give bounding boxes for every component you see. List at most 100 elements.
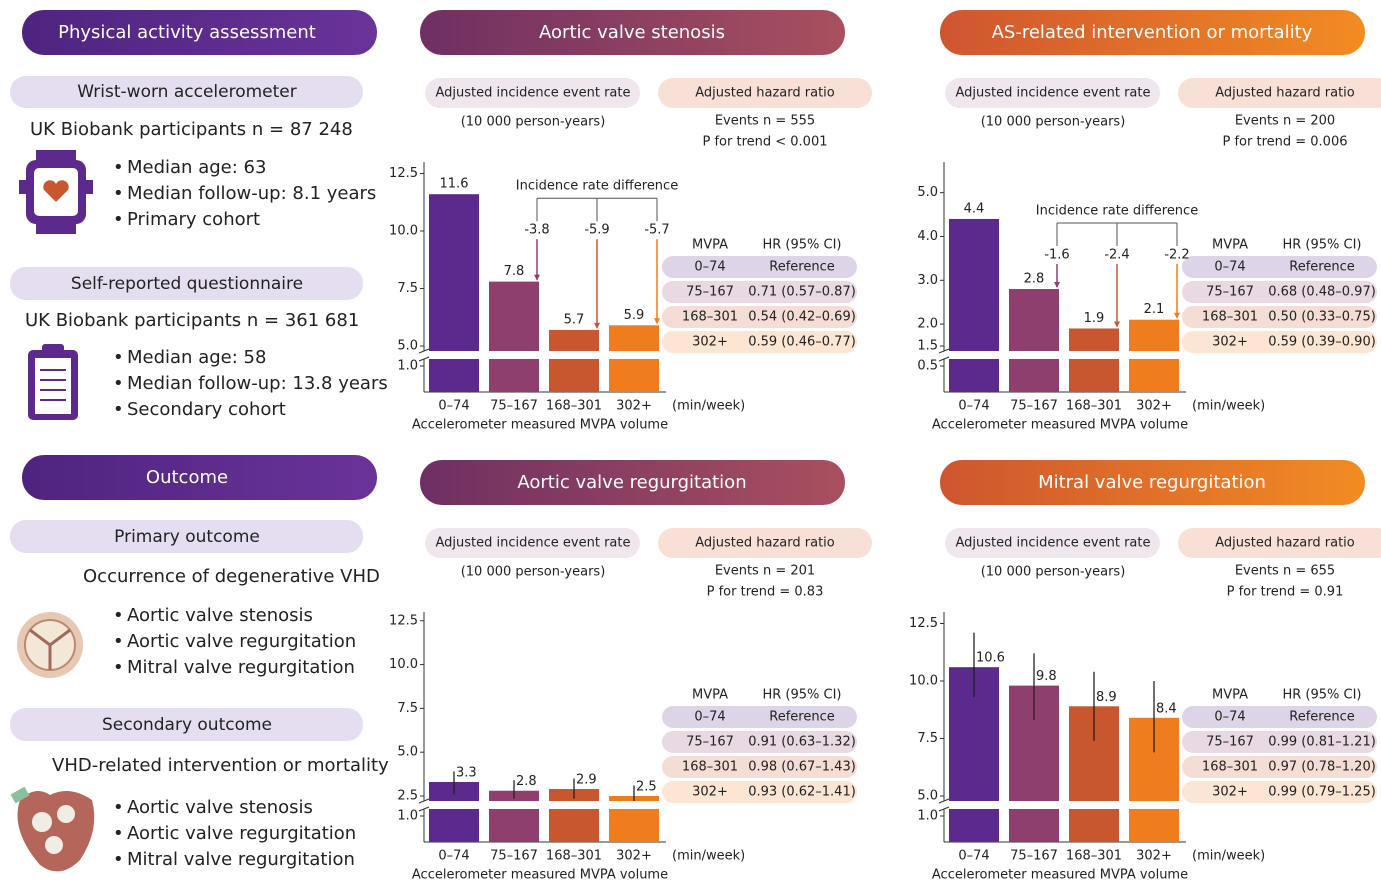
y-tick-label: 4.0 bbox=[917, 229, 938, 244]
events: Events n = 200 bbox=[1235, 114, 1335, 129]
table-header: MVPA bbox=[692, 688, 728, 703]
arrow-head bbox=[1114, 321, 1120, 328]
bullet-text: Mitral valve regurgitation bbox=[127, 657, 355, 678]
pill bbox=[10, 708, 363, 741]
rate-units: (10 000 person-years) bbox=[461, 565, 606, 580]
banner bbox=[420, 10, 845, 55]
subtitle: VHD-related intervention or mortality bbox=[52, 755, 389, 776]
arrow-head bbox=[1174, 312, 1180, 319]
table-cell: 75–167 bbox=[686, 735, 734, 750]
table-cell: 302+ bbox=[1212, 785, 1248, 800]
y-tick-label: 10.0 bbox=[389, 657, 418, 672]
bullet-text: Median follow-up: 13.8 years bbox=[127, 373, 388, 394]
x-unit: (min/week) bbox=[1192, 399, 1265, 414]
table-row bbox=[662, 781, 857, 803]
value-label: 9.8 bbox=[1036, 669, 1057, 684]
table-cell: Reference bbox=[1289, 710, 1354, 725]
participants: UK Biobank participants n = 361 681 bbox=[25, 310, 359, 331]
section-title: Secondary outcome bbox=[102, 715, 272, 735]
bar bbox=[549, 329, 599, 392]
chart-title: Aortic valve regurgitation bbox=[517, 472, 746, 493]
bullet: • bbox=[113, 373, 124, 394]
bullet: • bbox=[113, 849, 124, 870]
table-row bbox=[662, 306, 857, 328]
x-tick-label: 168–301 bbox=[546, 849, 602, 864]
value-label: 2.9 bbox=[576, 772, 597, 787]
value-label: 2.5 bbox=[636, 780, 657, 795]
bullet-text: Median age: 58 bbox=[127, 347, 266, 368]
bullet: • bbox=[113, 347, 124, 368]
banner bbox=[940, 10, 1365, 55]
bullet-text: Median follow-up: 8.1 years bbox=[127, 183, 376, 204]
axis-break bbox=[936, 351, 1186, 359]
banner-title: Outcome bbox=[146, 467, 228, 488]
bullet: • bbox=[113, 823, 124, 844]
y-tick-label: 5.0 bbox=[397, 745, 418, 760]
x-tick-label: 0–74 bbox=[958, 399, 989, 414]
y-tick-label: 5.0 bbox=[397, 339, 418, 354]
clipboard-icon bbox=[28, 344, 78, 420]
table-row bbox=[662, 756, 857, 778]
bar bbox=[949, 218, 999, 392]
bullet: • bbox=[113, 209, 124, 230]
bullet-text: Aortic valve stenosis bbox=[127, 605, 313, 626]
pill bbox=[1178, 528, 1381, 558]
arrow-head bbox=[1054, 282, 1060, 289]
table-cell: 302+ bbox=[692, 335, 728, 350]
hr-label: Adjusted hazard ratio bbox=[1215, 536, 1355, 551]
table-row bbox=[662, 256, 857, 278]
value-label: 8.9 bbox=[1096, 690, 1117, 705]
bullet-text: Aortic valve regurgitation bbox=[127, 823, 356, 844]
x-tick-label: 302+ bbox=[1136, 399, 1172, 414]
table-cell: 0.54 (0.42–0.69) bbox=[748, 310, 856, 325]
pill bbox=[425, 78, 640, 108]
table-header: MVPA bbox=[1212, 688, 1248, 703]
chart-title: Aortic valve stenosis bbox=[539, 22, 725, 43]
subtitle: Occurrence of degenerative VHD bbox=[83, 566, 380, 587]
valve-icon bbox=[17, 612, 83, 678]
table-cell: 0.59 (0.39–0.90) bbox=[1268, 335, 1376, 350]
axis-break bbox=[416, 801, 666, 809]
difference-value: -2.2 bbox=[1164, 247, 1189, 262]
bullet: • bbox=[113, 183, 124, 204]
banner bbox=[22, 455, 377, 500]
bullet: • bbox=[113, 399, 124, 420]
table-header: MVPA bbox=[1212, 238, 1248, 253]
pill bbox=[10, 267, 363, 300]
table-row bbox=[1182, 281, 1377, 303]
table-row bbox=[1182, 331, 1377, 353]
banner bbox=[22, 10, 377, 55]
bar bbox=[429, 194, 479, 392]
banner bbox=[940, 460, 1365, 505]
x-unit: (min/week) bbox=[672, 849, 745, 864]
y-tick-label: 7.5 bbox=[397, 281, 418, 296]
x-unit: (min/week) bbox=[1192, 849, 1265, 864]
break-mark bbox=[418, 356, 430, 362]
table-cell: 168–301 bbox=[682, 310, 738, 325]
x-axis-title: Accelerometer measured MVPA volume bbox=[412, 868, 668, 883]
banner-title: Physical activity assessment bbox=[58, 22, 316, 43]
table-cell: 0.68 (0.48–0.97) bbox=[1268, 285, 1376, 300]
x-unit: (min/week) bbox=[672, 399, 745, 414]
x-axis-title: Accelerometer measured MVPA volume bbox=[932, 418, 1188, 433]
y-tick-label: 2.0 bbox=[917, 317, 938, 332]
p-trend: P for trend = 0.83 bbox=[707, 585, 824, 600]
table-header: HR (95% CI) bbox=[762, 688, 841, 703]
pill bbox=[658, 528, 872, 558]
arrow-head bbox=[594, 322, 600, 329]
break-mark bbox=[418, 798, 430, 804]
pill bbox=[658, 78, 872, 108]
break-mark bbox=[938, 348, 950, 354]
y-tick-label: 1.0 bbox=[397, 359, 418, 374]
break-mark bbox=[418, 348, 430, 354]
bullet: • bbox=[113, 605, 124, 626]
table-row bbox=[1182, 756, 1377, 778]
y-tick-label: 0.5 bbox=[917, 359, 938, 374]
value-label: 1.9 bbox=[1084, 311, 1105, 326]
pill bbox=[10, 76, 363, 108]
table-header: MVPA bbox=[692, 238, 728, 253]
hr-label: Adjusted hazard ratio bbox=[1215, 86, 1355, 101]
rate-units: (10 000 person-years) bbox=[981, 115, 1126, 130]
difference-label: Incidence rate difference bbox=[1036, 203, 1198, 218]
